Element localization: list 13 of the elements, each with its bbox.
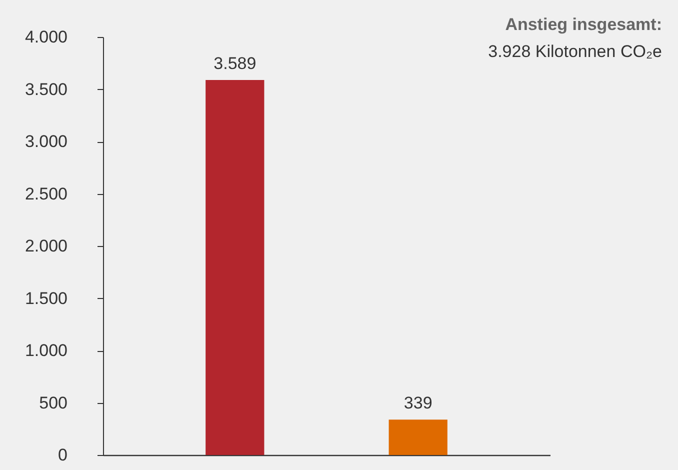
- y-tick-label: 0: [58, 446, 68, 464]
- y-tick-label: 2.500: [24, 184, 68, 204]
- y-tick-label: 4.000: [24, 28, 68, 46]
- y-tick-label: 3.000: [24, 132, 68, 151]
- y-tick-label: 3.500: [24, 80, 68, 99]
- annotation: 3.928 Kilotonnen CO₂e: [488, 42, 662, 61]
- y-tick-label: 1.500: [24, 288, 68, 308]
- y-tick-label: 500: [39, 393, 68, 412]
- data-label: 3.589: [214, 54, 256, 73]
- text: Anstieg insgesamt:: [505, 15, 662, 34]
- data-label: 339: [404, 394, 432, 413]
- y-tick-label: 2.000: [24, 236, 68, 256]
- y-tick-label: 1.000: [24, 341, 68, 360]
